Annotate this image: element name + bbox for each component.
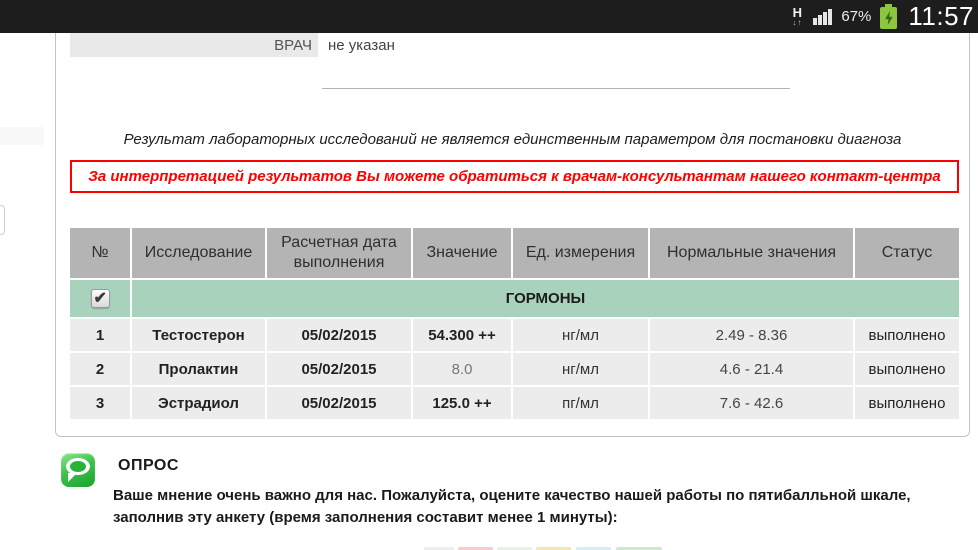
test-unit: пг/мл <box>513 387 648 419</box>
doctor-field-label: ВРАЧ <box>70 33 318 57</box>
web-page: ВРАЧ не указан Результат лабораторных ис… <box>0 33 978 550</box>
rating-button-fragment[interactable] <box>576 547 611 550</box>
test-status: выполнено <box>855 387 959 419</box>
test-date: 05/02/2015 <box>267 319 411 351</box>
test-normal-range: 4.6 - 21.4 <box>650 353 853 385</box>
rating-button-fragment[interactable] <box>458 547 493 550</box>
survey-chat-icon <box>61 453 95 487</box>
survey-title: ОПРОС <box>118 457 179 474</box>
group-checkbox[interactable] <box>90 288 110 308</box>
row-number: 1 <box>70 319 130 351</box>
test-date: 05/02/2015 <box>267 353 411 385</box>
offscreen-element-fragment <box>0 127 44 145</box>
rating-scale-buttons-cutoff <box>0 547 978 550</box>
test-name: Эстрадиол <box>132 387 265 419</box>
clock-label: 11:57 <box>908 1 974 31</box>
alert-text: За интерпретацией результатов Вы можете … <box>88 168 941 185</box>
rating-button-fragment[interactable] <box>616 547 662 550</box>
row-number: 2 <box>70 353 130 385</box>
col-header-unit: Ед. измерения <box>513 228 648 278</box>
col-header-status: Статус <box>855 228 959 278</box>
col-header-normal: Нормальные значения <box>650 228 853 278</box>
col-header-number: № <box>70 228 130 278</box>
survey-text: Ваше мнение очень важно для нас. Пожалуй… <box>113 487 911 526</box>
test-date: 05/02/2015 <box>267 387 411 419</box>
test-status: выполнено <box>855 353 959 385</box>
rating-button-fragment[interactable] <box>424 547 454 550</box>
network-indicator: H <box>792 6 802 27</box>
test-status: выполнено <box>855 319 959 351</box>
rating-button-fragment[interactable] <box>536 547 571 550</box>
offscreen-button-fragment <box>0 205 5 235</box>
doctor-field-value: не указан <box>328 37 395 54</box>
test-value: 125.0 ++ <box>413 387 511 419</box>
test-normal-range: 7.6 - 42.6 <box>650 387 853 419</box>
test-unit: нг/мл <box>513 353 648 385</box>
disclaimer-text: Результат лабораторных исследований не я… <box>123 131 902 148</box>
test-value: 8.0 <box>413 353 511 385</box>
status-bar: H 67% 11:57 <box>0 0 978 33</box>
data-transfer-arrows-icon <box>792 19 802 27</box>
rating-button-fragment[interactable] <box>497 547 532 550</box>
test-value: 54.300 ++ <box>413 319 511 351</box>
results-table: № Исследование Расчетная дата выполнения… <box>70 228 959 419</box>
row-number: 3 <box>70 387 130 419</box>
col-header-test: Исследование <box>132 228 265 278</box>
battery-percent-label: 67% <box>841 8 872 25</box>
col-header-value: Значение <box>413 228 511 278</box>
test-normal-range: 2.49 - 8.36 <box>650 319 853 351</box>
battery-charging-icon <box>880 4 898 29</box>
test-name: Тестостерон <box>132 319 265 351</box>
signal-strength-icon <box>813 8 833 25</box>
test-unit: нг/мл <box>513 319 648 351</box>
network-type-label: H <box>792 5 803 20</box>
group-label: ГОРМОНЫ <box>132 280 959 317</box>
test-name: Пролактин <box>132 353 265 385</box>
col-header-date: Расчетная дата выполнения <box>267 228 411 278</box>
group-checkbox-cell <box>70 280 130 317</box>
alert-box: За интерпретацией результатов Вы можете … <box>70 160 959 193</box>
doctor-field-underline <box>322 88 790 89</box>
